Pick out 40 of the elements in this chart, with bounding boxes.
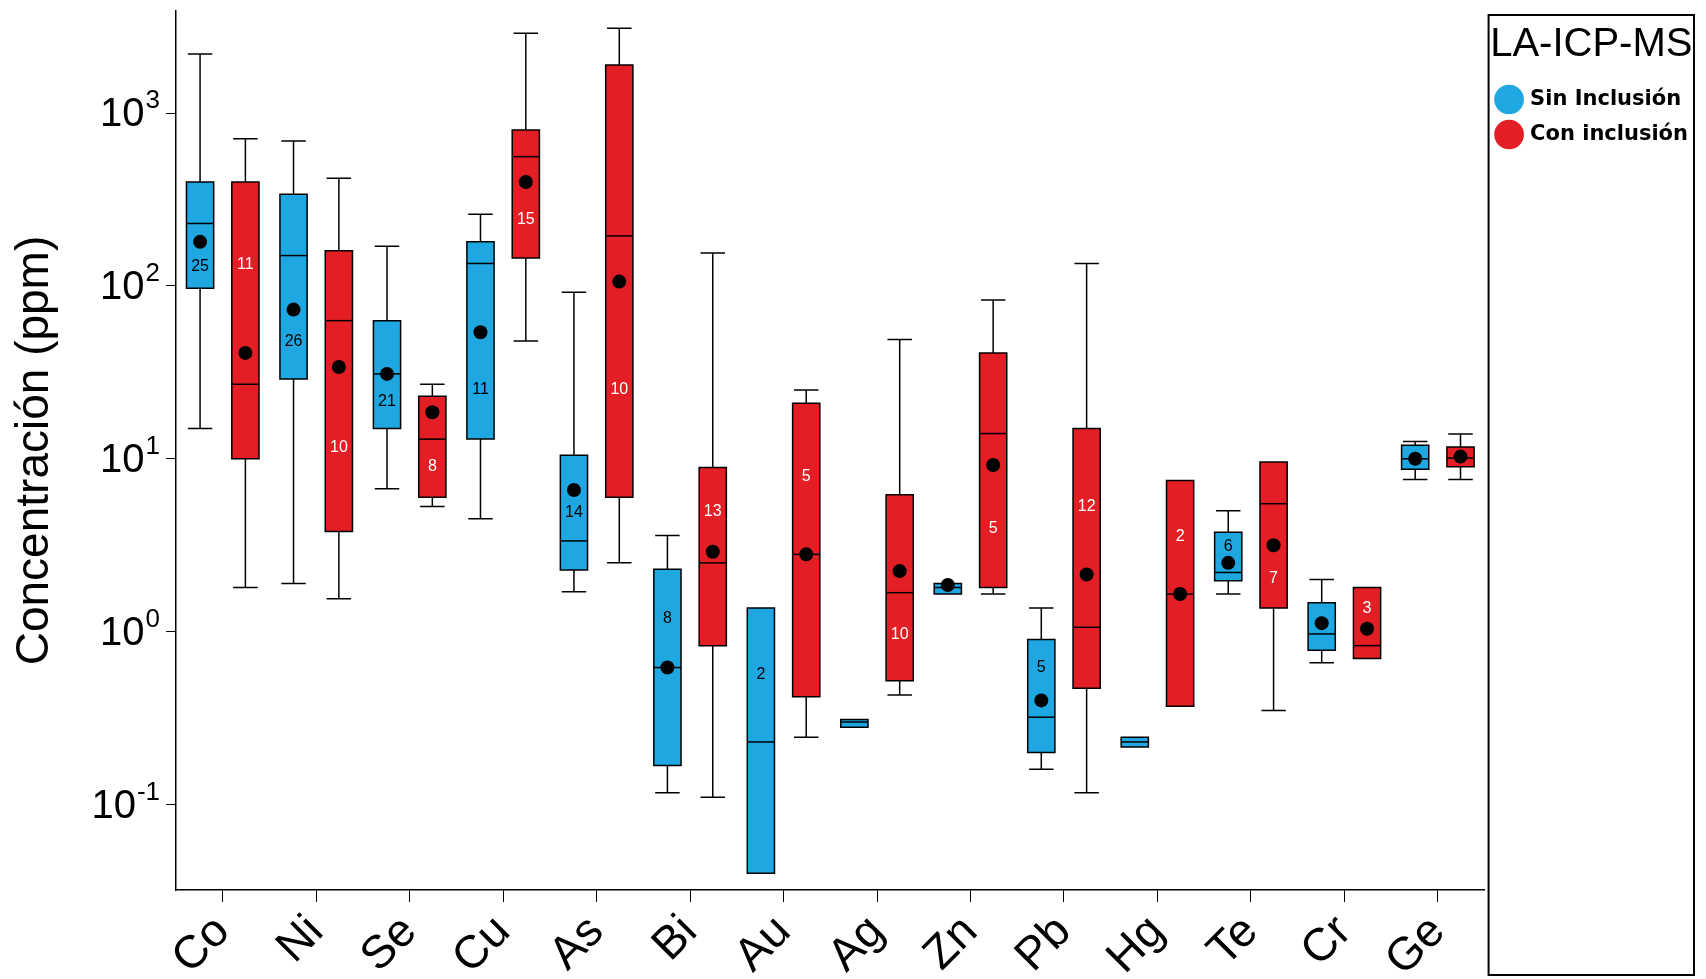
- y-axis-title: Concentración (ppm): [6, 235, 59, 666]
- legend-label: Sin Inclusión: [1530, 85, 1682, 110]
- text: 25: [191, 257, 209, 275]
- x-tick-label: Au: [723, 903, 800, 979]
- text: 10: [610, 379, 629, 397]
- x-tick-label: Te: [1195, 903, 1267, 975]
- legend-label: Con inclusión: [1530, 120, 1688, 145]
- text: 14: [565, 503, 583, 521]
- text: 2: [1175, 527, 1185, 545]
- legend-title: LA-ICP-MS: [1490, 20, 1693, 65]
- x-tick-label: Bi: [640, 903, 707, 970]
- text: 8: [662, 608, 672, 626]
- x-tick-label: Ge: [1373, 903, 1454, 979]
- x-tick-label: Se: [349, 903, 426, 979]
- text: 11: [472, 380, 489, 398]
- text: 15: [516, 210, 535, 228]
- x-tick-label: Ag: [816, 903, 894, 979]
- text: 12: [1077, 496, 1096, 514]
- x-tick-label: Cr: [1289, 903, 1361, 975]
- text: 5: [801, 466, 811, 484]
- x-tick-label: As: [537, 903, 613, 979]
- x-tick-label: Cu: [440, 903, 520, 979]
- text: 21: [378, 391, 396, 409]
- text: 2: [756, 664, 766, 682]
- x-tick-label: Co: [160, 903, 239, 979]
- x-tick-label: Ni: [264, 903, 333, 972]
- text: 6: [1223, 537, 1233, 555]
- text: 3: [1362, 599, 1372, 617]
- text: 10: [890, 624, 909, 642]
- text: 5: [988, 519, 998, 537]
- x-tick-label: Hg: [1095, 903, 1174, 979]
- x-tick-label: Zn: [911, 903, 987, 979]
- text: 5: [1036, 658, 1046, 676]
- text: 26: [284, 332, 303, 350]
- text: 10: [329, 437, 348, 455]
- text: 13: [703, 502, 722, 520]
- text: 8: [427, 457, 437, 475]
- text: 7: [1269, 569, 1279, 587]
- text: 11: [237, 255, 254, 273]
- x-tick-label: Pb: [1003, 903, 1081, 979]
